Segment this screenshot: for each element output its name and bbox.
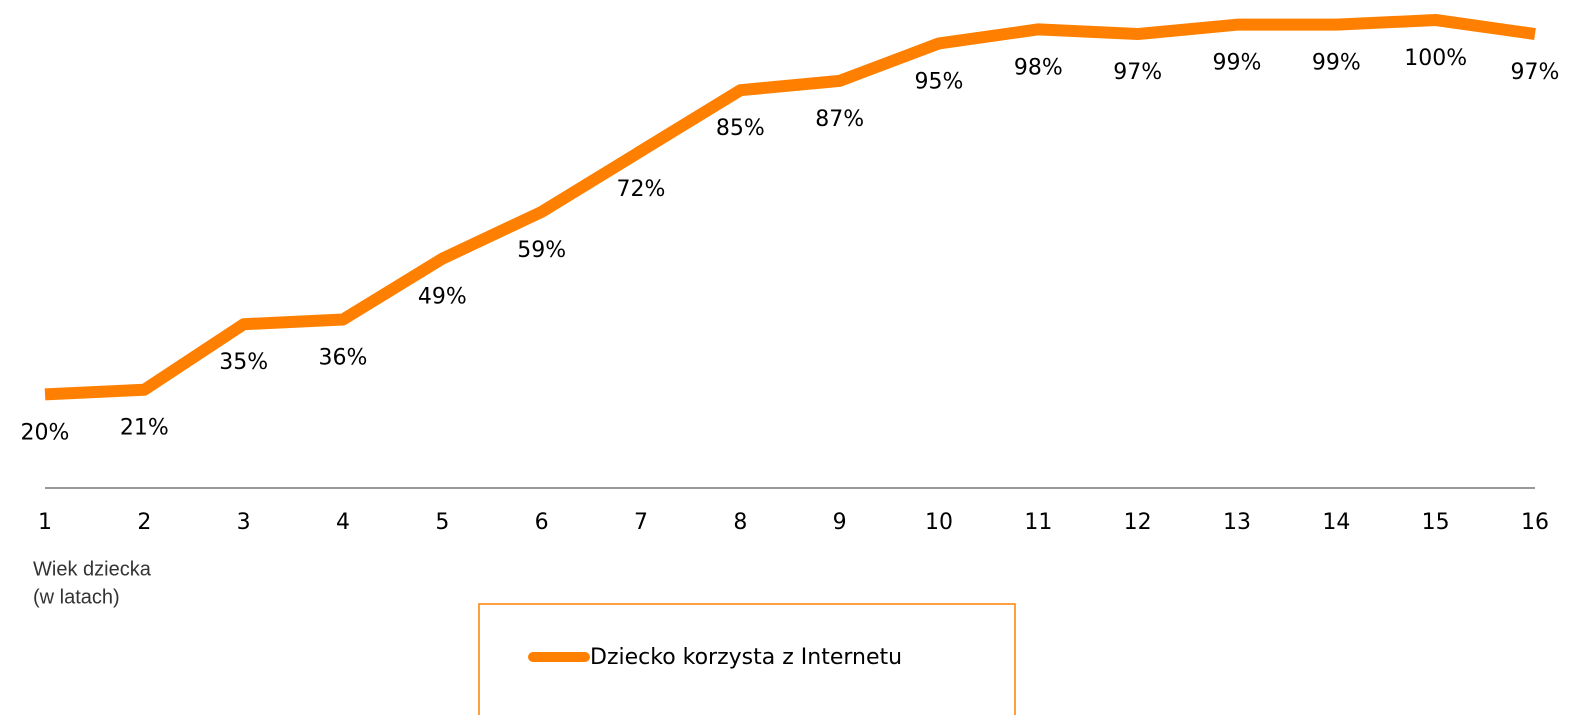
x-tick-label: 3 (237, 510, 251, 535)
data-label: 20% (21, 420, 70, 445)
x-tick-label: 14 (1322, 510, 1350, 535)
data-label: 87% (815, 107, 864, 132)
data-label: 97% (1113, 60, 1162, 85)
x-tick-label: 13 (1223, 510, 1251, 535)
x-tick-label: 7 (634, 510, 648, 535)
legend-box (478, 603, 1016, 715)
x-tick-label: 10 (925, 510, 953, 535)
data-label: 36% (319, 346, 368, 371)
x-tick-label: 9 (833, 510, 847, 535)
x-tick-label: 11 (1024, 510, 1052, 535)
data-label: 59% (517, 238, 566, 263)
data-label: 100% (1404, 46, 1467, 71)
data-label: 21% (120, 416, 169, 441)
x-tick-label: 4 (336, 510, 350, 535)
legend-label: Dziecko korzysta z Internetu (590, 645, 902, 670)
data-label: 95% (915, 69, 964, 94)
x-tick-label: 2 (137, 510, 151, 535)
data-label: 72% (617, 177, 666, 202)
x-axis-label: Wiek dziecka (33, 558, 152, 580)
x-tick-label: 15 (1422, 510, 1450, 535)
x-axis-label: (w latach) (33, 586, 120, 608)
data-label: 99% (1213, 51, 1262, 76)
data-line (44, 14, 1536, 401)
x-tick-label: 5 (435, 510, 449, 535)
x-tick-label: 16 (1521, 510, 1549, 535)
data-label: 49% (418, 285, 467, 310)
x-tick-label: 12 (1124, 510, 1152, 535)
data-label: 35% (219, 350, 268, 375)
x-tick-label: 8 (733, 510, 747, 535)
data-label: 99% (1312, 51, 1361, 76)
x-tick-label: 1 (38, 510, 52, 535)
x-tick-label: 6 (535, 510, 549, 535)
data-label: 98% (1014, 55, 1063, 80)
data-label: 97% (1511, 60, 1560, 85)
data-label: 85% (716, 116, 765, 141)
